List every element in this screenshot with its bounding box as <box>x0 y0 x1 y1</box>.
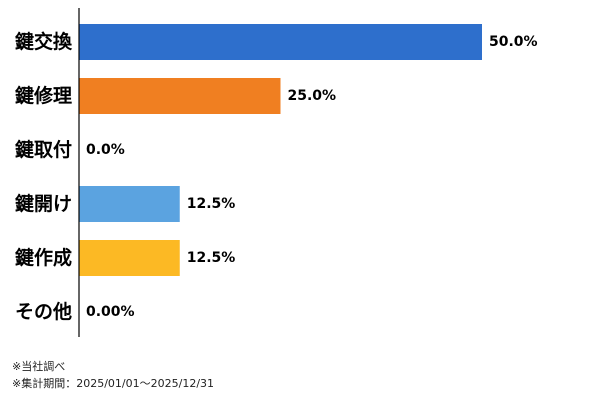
bar-4 <box>79 186 180 222</box>
category-label-2: 鍵修理 <box>15 84 72 107</box>
bar-1 <box>79 24 482 60</box>
category-label-4: 鍵開け <box>15 192 72 215</box>
value-label-2: 25.0% <box>288 88 337 104</box>
bar-2 <box>79 78 281 114</box>
footnote-period: ※集計期間：2025/01/01〜2025/12/31 <box>12 377 215 390</box>
category-label-6: その他 <box>15 300 72 323</box>
category-label-5: 鍵作成 <box>15 246 72 269</box>
value-label-4: 12.5% <box>187 196 236 212</box>
value-label-1: 50.0% <box>489 34 538 50</box>
value-label-5: 12.5% <box>187 250 236 266</box>
value-label-6: 0.00% <box>86 304 135 320</box>
bar-5 <box>79 240 180 276</box>
bar-chart: 鍵交換 50.0% 鍵修理 25.0% 鍵取付 0.0% 鍵開け 12.5% 鍵作成 12.5% そ… <box>15 8 538 337</box>
value-label-3: 0.0% <box>86 142 125 158</box>
footnote-source: ※当社調べ <box>12 360 66 373</box>
category-label-3: 鍵取付 <box>15 138 72 161</box>
category-label-1: 鍵交換 <box>15 30 73 53</box>
